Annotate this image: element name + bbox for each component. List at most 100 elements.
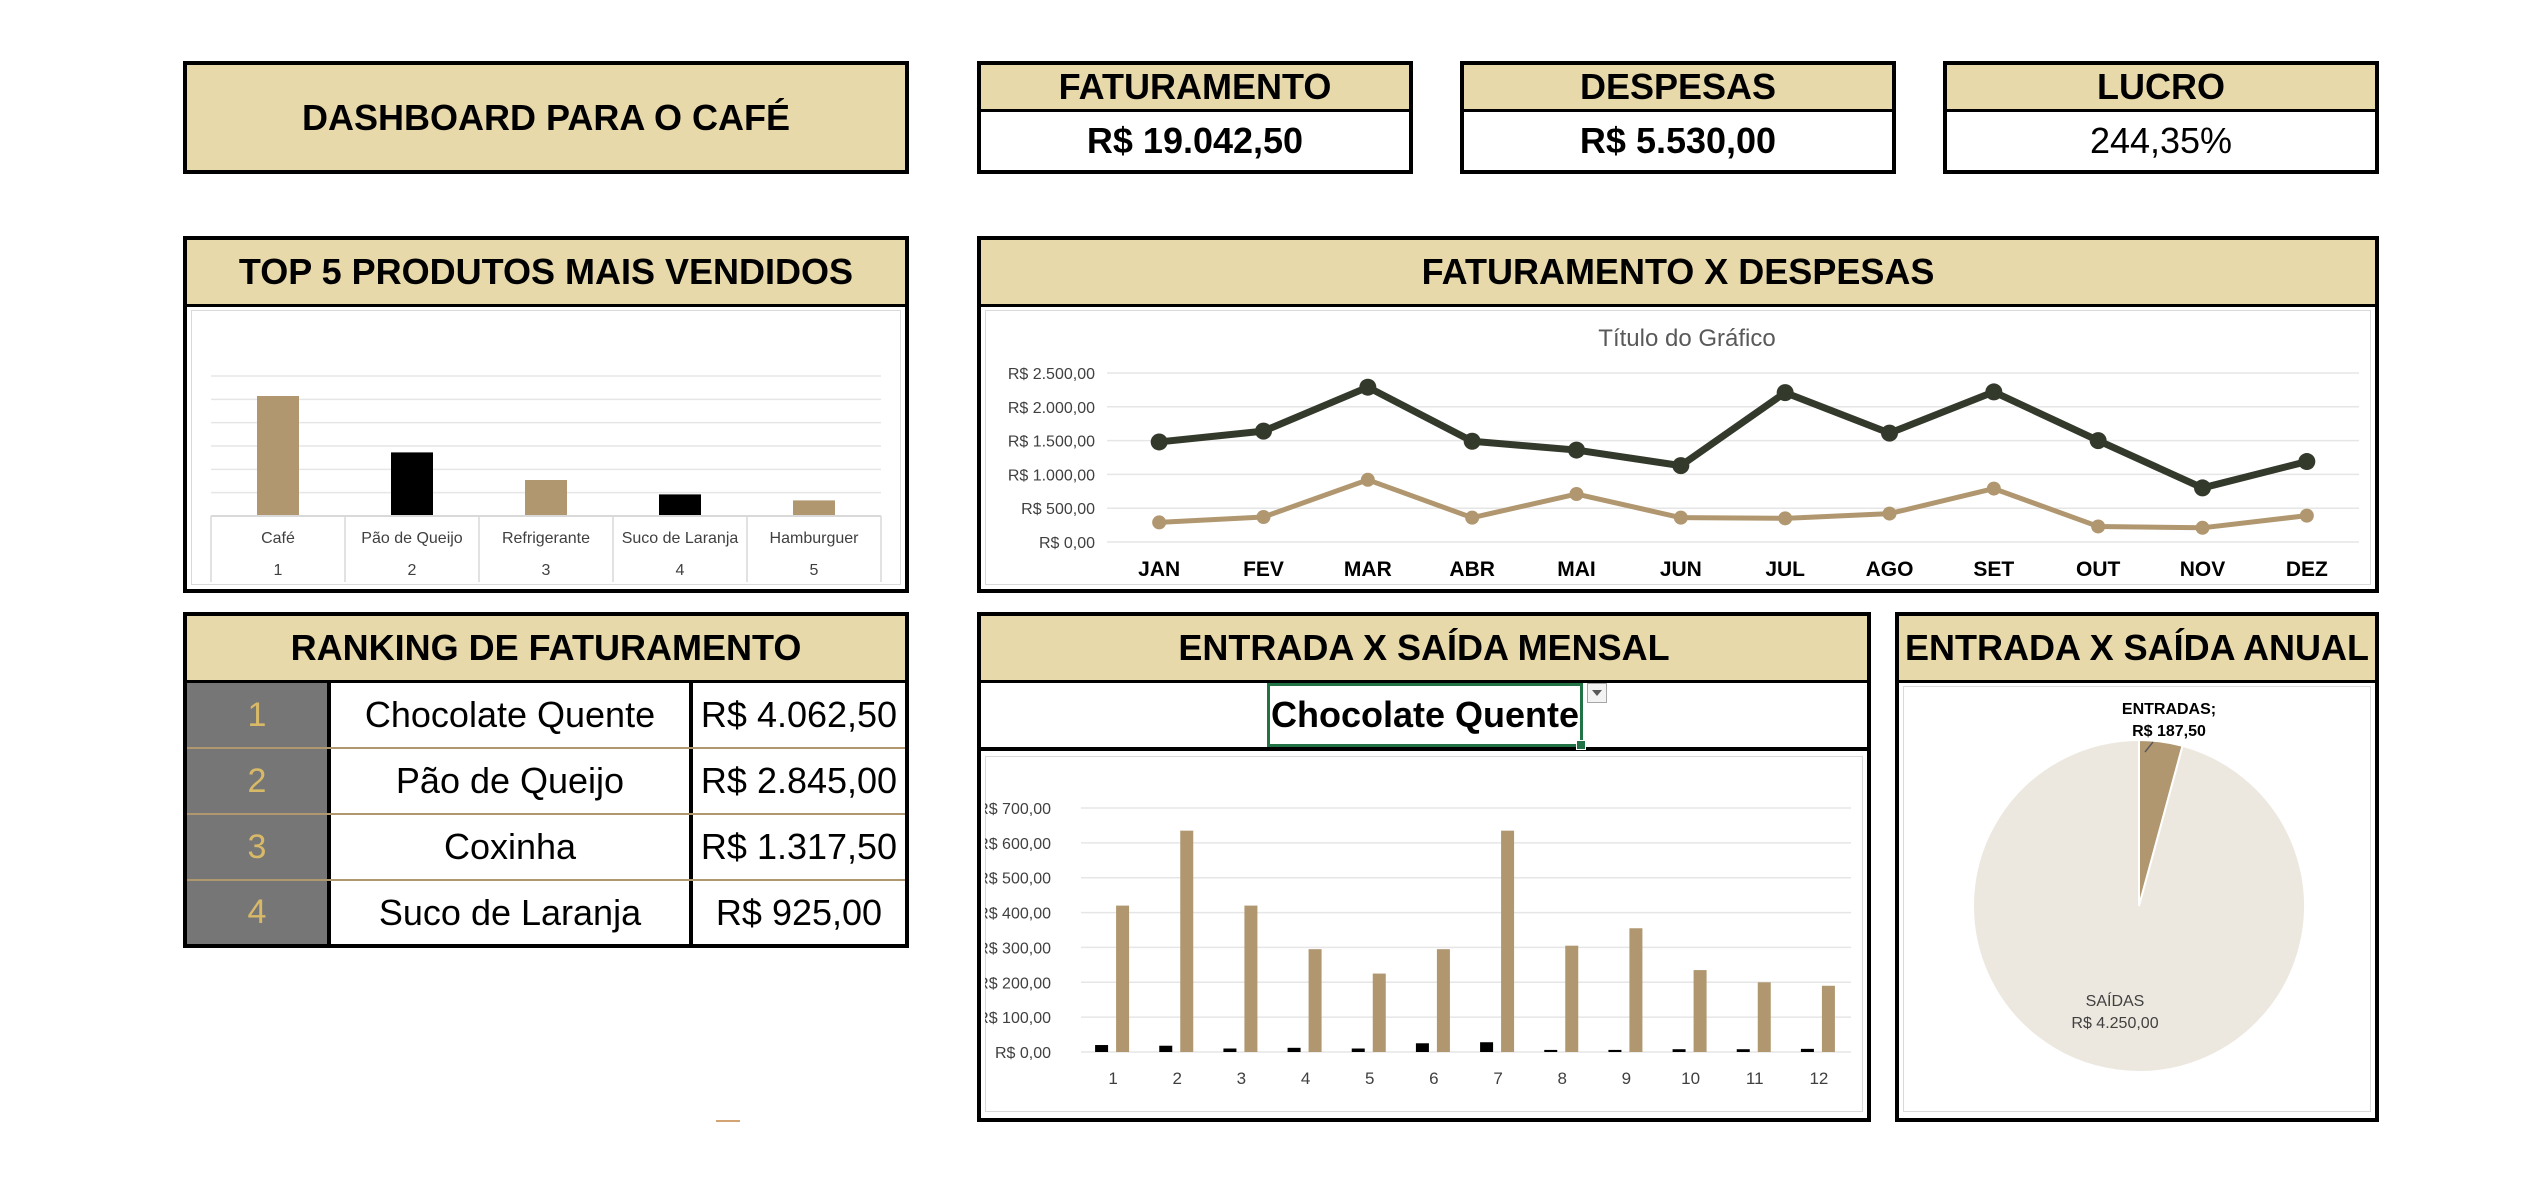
mensal-panel: ENTRADA X SAÍDA MENSAL Chocolate Quente …: [977, 612, 1871, 1122]
bar: [1308, 949, 1322, 1052]
y-tick-label: R$ 1.000,00: [1008, 467, 1095, 484]
bar: [1415, 1043, 1429, 1052]
fat-desp-title: FATURAMENTO X DESPESAS: [981, 240, 2375, 307]
ranking-product: Pão de Queijo: [331, 749, 693, 813]
ranking-position: 2: [187, 749, 331, 813]
kpi-faturamento-value: R$ 19.042,50: [1086, 120, 1304, 161]
rank-label: 4: [676, 562, 685, 579]
x-tick-label: FEV: [1243, 558, 1284, 581]
bar: [1800, 1048, 1814, 1052]
category-label: Suco de Laranja: [622, 530, 739, 547]
ranking-title: RANKING DE FATURAMENTO: [187, 616, 905, 683]
data-point: [1360, 472, 1375, 487]
x-tick-label: SET: [1973, 558, 2014, 581]
ranking-row: 4 Suco de Laranja R$ 925,00: [187, 881, 905, 944]
category-label: Refrigerante: [502, 530, 590, 547]
data-point: [2194, 479, 2211, 497]
x-tick-label: 3: [1237, 1069, 1246, 1088]
bar: [1244, 905, 1258, 1052]
data-point: [1673, 510, 1688, 525]
category-label: Pão de Queijo: [361, 530, 463, 547]
ranking-value: R$ 925,00: [715, 891, 883, 933]
bar: [1736, 1049, 1750, 1052]
y-tick-label: R$ 400,00: [985, 906, 1051, 923]
data-point: [1882, 506, 1897, 521]
bar: [1608, 1049, 1622, 1052]
bar: [659, 494, 701, 516]
bar: [1821, 985, 1835, 1052]
ranking-row: 2 Pão de Queijo R$ 2.845,00: [187, 749, 905, 815]
bar: [257, 396, 299, 516]
ranking-row: 1 Chocolate Quente R$ 4.062,50: [187, 683, 905, 749]
x-tick-label: 5: [1365, 1069, 1374, 1088]
bar: [1629, 928, 1643, 1052]
ranking-value: R$ 1.317,50: [700, 826, 898, 867]
mensal-chart: R$ 0,00 R$ 100,00 R$ 200,00 R$ 300,00 R$ 400…: [985, 756, 1863, 1112]
y-tick-label: R$ 300,00: [985, 940, 1051, 957]
ranking-product: Coxinha: [331, 815, 693, 879]
data-point: [1152, 515, 1167, 530]
bar: [1287, 1047, 1301, 1052]
data-point: [1465, 510, 1480, 525]
data-point: [2089, 432, 2107, 450]
x-tick-label: NOV: [2180, 558, 2226, 581]
bar: [793, 500, 835, 516]
ranking-value: R$ 2.845,00: [700, 760, 898, 801]
data-point: [1986, 481, 2001, 496]
y-tick-label: R$ 500,00: [985, 871, 1051, 888]
x-tick-label: 2: [1173, 1069, 1182, 1088]
data-point: [1150, 433, 1168, 451]
top5-chart: Café 1 Pão de Queijo 2 Refrigerante 3 Suco de …: [191, 310, 901, 585]
data-point: [2195, 520, 2210, 535]
bar: [1544, 1049, 1558, 1052]
bar: [1351, 1048, 1365, 1052]
ranking-row: 3 Coxinha R$ 1.317,50: [187, 815, 905, 881]
x-tick-label: MAR: [1344, 558, 1392, 581]
ranking-panel: RANKING DE FATURAMENTO 1 Chocolate Quent…: [183, 612, 909, 948]
anual-panel: ENTRADA X SAÍDA ANUAL ENTRADAS; R$ 187,5…: [1895, 612, 2379, 1122]
x-tick-label: JAN: [1138, 558, 1180, 581]
dropdown-arrow-button[interactable]: [1587, 683, 1607, 703]
bar: [1180, 830, 1194, 1052]
x-tick-label: 12: [1809, 1069, 1828, 1088]
data-point: [1463, 432, 1481, 450]
data-point: [1985, 383, 2003, 401]
kpi-faturamento-label: FATURAMENTO: [981, 65, 1409, 112]
y-tick-label: R$ 0,00: [1039, 535, 1095, 552]
data-point: [2091, 519, 2106, 534]
mensal-title: ENTRADA X SAÍDA MENSAL: [981, 616, 1867, 683]
product-select[interactable]: Chocolate Quente: [1267, 683, 1586, 750]
y-tick-label: R$ 700,00: [985, 801, 1051, 818]
fat-desp-panel: FATURAMENTO X DESPESAS Título do Gráfico…: [977, 236, 2379, 593]
bar: [1693, 970, 1707, 1052]
dashboard-title: DASHBOARD PARA O CAFÉ: [301, 96, 790, 138]
chevron-down-icon: [1592, 690, 1602, 696]
product-select-value: Chocolate Quente: [1270, 694, 1580, 735]
bar: [1116, 905, 1130, 1052]
ranking-position: 1: [187, 683, 331, 747]
kpi-despesas-label: DESPESAS: [1464, 65, 1892, 112]
bar: [1480, 1042, 1494, 1052]
bar: [1223, 1048, 1237, 1052]
fat-desp-chart: Título do Gráfico R$ 0,00 R$ 500,00 R$ 1.0…: [985, 310, 2371, 585]
top5-panel: TOP 5 PRODUTOS MAIS VENDIDOS Café 1 Pão de…: [183, 236, 909, 593]
data-point: [1881, 424, 1898, 442]
mensal-selector-row: Chocolate Quente: [981, 683, 1867, 751]
data-point: [1256, 509, 1271, 524]
x-tick-label: 7: [1493, 1069, 1502, 1088]
data-point: [1776, 384, 1794, 402]
y-tick-label: R$ 200,00: [985, 975, 1051, 992]
data-point: [2299, 508, 2314, 523]
series-line: [1159, 477, 2308, 531]
data-point: [1359, 378, 1377, 396]
bar: [1757, 982, 1771, 1052]
fat-desp-chart-title: Título do Gráfico: [1598, 325, 1775, 352]
x-tick-label: 8: [1558, 1069, 1567, 1088]
bar: [391, 452, 433, 516]
rank-label: 2: [408, 562, 417, 579]
kpi-faturamento: FATURAMENTO R$ 19.042,50: [977, 61, 1413, 174]
ranking-position: 3: [187, 815, 331, 879]
y-tick-label: R$ 2.000,00: [1008, 400, 1095, 417]
x-tick-label: DEZ: [2286, 558, 2328, 581]
selection-handle[interactable]: [1576, 740, 1586, 750]
